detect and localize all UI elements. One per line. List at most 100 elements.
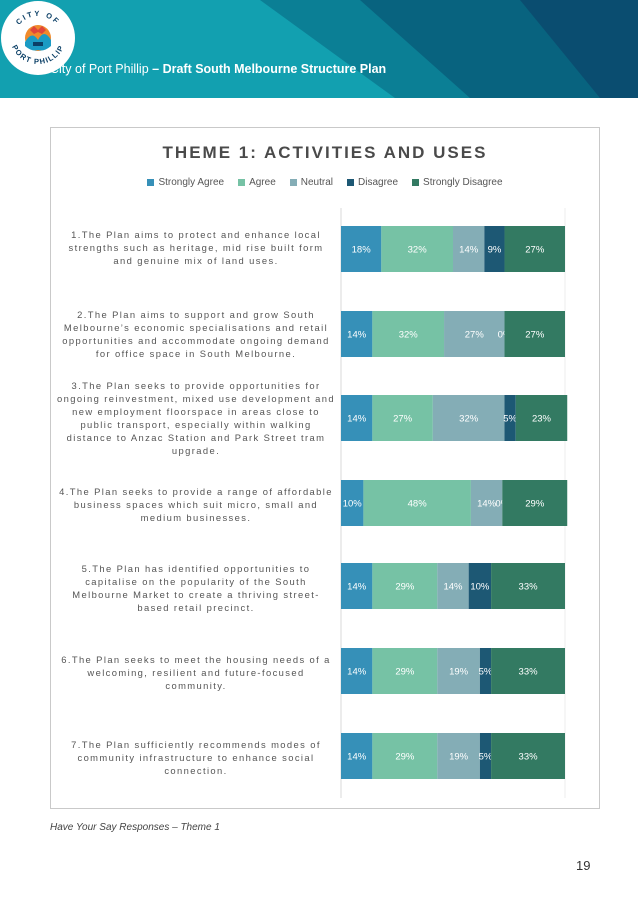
legend-label: Strongly Disagree <box>423 177 503 188</box>
legend-item-agree: Agree <box>238 177 276 188</box>
page-header: City of Port Phillip – Draft South Melbo… <box>0 0 638 98</box>
bar-segment <box>484 226 505 272</box>
data-label: 23% <box>532 414 552 425</box>
data-label: 5% <box>479 752 493 763</box>
data-label: 27% <box>393 414 413 425</box>
data-label: 27% <box>525 330 545 341</box>
legend-label: Neutral <box>300 177 334 188</box>
legend-item-neutral: Neutral <box>289 177 334 188</box>
bar-segment <box>341 480 364 526</box>
data-label: 33% <box>519 667 539 678</box>
bar-segment <box>515 395 568 441</box>
logo-emblem-icon <box>25 25 51 51</box>
data-label: 14% <box>459 245 479 256</box>
bar-segment <box>504 395 516 441</box>
bar-segment <box>341 648 373 694</box>
legend-label: Agree <box>249 177 276 188</box>
data-label: 9% <box>488 245 502 256</box>
data-label: 10% <box>343 499 363 510</box>
bar-segment <box>372 395 433 441</box>
bar-segment <box>491 648 565 694</box>
data-label: 14% <box>347 667 367 678</box>
legend-item-disagree: Disagree <box>347 177 398 188</box>
bar-segment <box>437 733 480 779</box>
data-label: 14% <box>347 330 367 341</box>
legend-label: Strongly Agree <box>158 177 225 188</box>
legend-item-strongly-disagree: Strongly Disagree <box>412 177 503 188</box>
bar-segment <box>372 311 445 357</box>
data-label: 14% <box>347 752 367 763</box>
chart-title: THEME 1: ACTIVITIES AND USES <box>162 143 488 162</box>
data-label: 32% <box>408 245 428 256</box>
bar-segment <box>432 395 505 441</box>
category-label-4: 4.The Plan seeks to provide a range of a… <box>59 486 333 523</box>
bar-segment <box>341 395 373 441</box>
category-label-2: 2.The Plan aims to support and grow Sout… <box>62 309 330 359</box>
figure-caption: Have Your Say Responses – Theme 1 <box>50 822 220 833</box>
bar-segment <box>453 226 485 272</box>
org-name: City of Port Phillip <box>50 62 149 76</box>
chart-container: THEME 1: ACTIVITIES AND USES Strongly Ag… <box>50 127 600 809</box>
category-label-1: 1.The Plan aims to protect and enhance l… <box>68 229 324 266</box>
data-label: 48% <box>408 499 428 510</box>
data-label: 5% <box>479 667 493 678</box>
legend-swatch <box>289 179 297 186</box>
page-number: 19 <box>576 858 591 873</box>
data-label: 14% <box>347 414 367 425</box>
bar-segment <box>502 480 568 526</box>
category-label-6: 6.The Plan seeks to meet the housing nee… <box>61 654 331 691</box>
data-label: 33% <box>519 752 539 763</box>
bar-segment <box>341 311 373 357</box>
data-label: 32% <box>459 414 479 425</box>
legend-label: Disagree <box>358 177 399 188</box>
bar-segment <box>479 733 492 779</box>
bar-segment <box>437 648 480 694</box>
legend-swatch <box>238 179 246 186</box>
chart-legend: Strongly Agree Agree Neutral Disagree St… <box>51 177 599 188</box>
data-label: 29% <box>395 752 415 763</box>
bar-segment <box>341 733 373 779</box>
bar-segment <box>491 563 565 609</box>
document-subtitle: – Draft South Melbourne Structure Plan <box>152 62 387 76</box>
data-label: 10% <box>470 582 490 593</box>
document-title: City of Port Phillip – Draft South Melbo… <box>50 62 386 76</box>
category-label-7: 7.The Plan sufficiently recommends modes… <box>71 739 321 776</box>
category-label-3: 3.The Plan seeks to provide opportunitie… <box>57 380 335 456</box>
data-label: 14% <box>443 582 463 593</box>
bar-segment <box>491 733 565 779</box>
bar-segment <box>341 226 382 272</box>
bar-segment <box>437 563 469 609</box>
bar-segment <box>372 648 438 694</box>
legend-item-strongly-agree: Strongly Agree <box>147 177 224 188</box>
bar-segment <box>468 563 492 609</box>
data-label: 32% <box>399 330 419 341</box>
bar-segment <box>341 563 373 609</box>
data-label: 29% <box>525 499 545 510</box>
bar-plot-area: 18%32%14%9%27%14%32%27%0%27%14%27%32%5%2… <box>340 208 568 798</box>
legend-swatch <box>147 179 155 186</box>
legend-swatch <box>347 179 355 186</box>
data-label: 18% <box>352 245 372 256</box>
data-label: 29% <box>395 582 415 593</box>
data-label: 33% <box>519 582 539 593</box>
bar-segment <box>504 311 565 357</box>
city-logo: CITY OF PORT PHILLIP <box>1 1 75 75</box>
data-label: 27% <box>465 330 485 341</box>
data-label: 19% <box>449 752 469 763</box>
bar-segment <box>363 480 471 526</box>
data-label: 29% <box>395 667 415 678</box>
data-label: 5% <box>503 414 517 425</box>
bar-segment <box>372 563 438 609</box>
bar-segment <box>444 311 505 357</box>
bar-segment <box>504 226 565 272</box>
bar-segment <box>470 480 503 526</box>
bar-segment <box>372 733 438 779</box>
category-label-5: 5.The Plan has identified opportunities … <box>72 563 320 613</box>
data-label: 14% <box>477 499 497 510</box>
bar-segment <box>381 226 453 272</box>
header-background <box>0 0 638 98</box>
data-label: 14% <box>347 582 367 593</box>
legend-swatch <box>412 179 420 186</box>
data-label: 19% <box>449 667 469 678</box>
data-label: 27% <box>525 245 545 256</box>
